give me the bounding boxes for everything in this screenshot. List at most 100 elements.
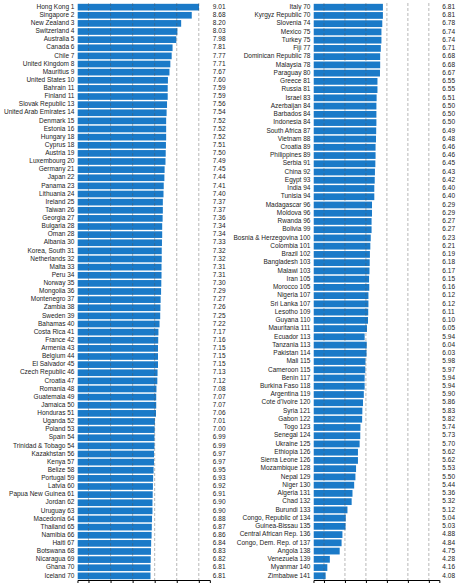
bar <box>77 361 158 368</box>
data-label: 6.74 <box>442 28 455 35</box>
category-label: Central African Rep. 136 <box>240 530 311 538</box>
data-label: 6.29 <box>442 209 455 216</box>
category-label: Sierra Leone 126 <box>261 456 311 463</box>
data-label: 6.50 <box>442 110 455 117</box>
data-label: 7.36 <box>213 214 226 221</box>
category-label: United Kingdom 8 <box>23 60 75 68</box>
data-label: 7.32 <box>213 247 226 254</box>
bar <box>77 394 156 401</box>
category-label: Bahamas 40 <box>38 320 75 327</box>
category-label: Nepal 129 <box>281 473 311 481</box>
category-label: Croatia 47 <box>44 377 74 384</box>
category-label: Thailand 65 <box>40 523 74 530</box>
category-label: United Arab Emirates 14 <box>4 108 75 115</box>
data-label: 7.15 <box>213 352 226 359</box>
category-label: Ghana 70 <box>46 563 75 570</box>
data-label: 6.12 <box>442 300 455 307</box>
data-label: 6.93 <box>213 474 226 481</box>
data-label: 7.81 <box>213 43 226 50</box>
bar <box>313 465 356 472</box>
tick <box>111 580 112 583</box>
axis-line <box>314 581 440 584</box>
category-label: Bangladesh 103 <box>263 258 310 266</box>
data-label: 7.13 <box>213 368 226 375</box>
data-label: 6.03 <box>442 349 455 356</box>
data-label: 7.59 <box>213 84 226 91</box>
category-label: Mauritius 9 <box>43 68 75 75</box>
data-label: 6.83 <box>213 547 226 554</box>
grid-line <box>323 3 324 580</box>
category-label: Senegal 124 <box>274 431 311 439</box>
data-label: 6.88 <box>213 515 226 522</box>
bar <box>77 434 154 441</box>
category-label: Chile 7 <box>54 52 75 59</box>
bar <box>77 183 163 190</box>
data-label: 6.40 <box>442 192 455 199</box>
data-label: 6.16 <box>442 283 455 290</box>
data-label: 7.16 <box>213 336 226 343</box>
tick-mark <box>366 580 367 583</box>
data-label: 6.92 <box>213 482 226 489</box>
data-label: 8.68 <box>213 11 226 18</box>
data-label: 7.34 <box>213 230 226 237</box>
category-label: Congo, Dem. Rep. of 137 <box>237 539 311 547</box>
data-label: 7.37 <box>213 206 226 213</box>
bar <box>77 44 172 51</box>
bar <box>77 142 165 149</box>
category-label: Austria 19 <box>45 149 75 156</box>
tick <box>177 580 178 583</box>
data-label: 7.44 <box>213 173 226 180</box>
category-label: Canada 6 <box>46 43 75 50</box>
bar <box>313 45 380 52</box>
category-label: Malawi 103 <box>278 267 311 274</box>
category-label: Belize 58 <box>48 466 75 473</box>
data-label: 6.84 <box>213 539 226 546</box>
category-label: Ecuador 113 <box>274 333 311 340</box>
bar <box>313 498 351 505</box>
category-label: Burkina Faso 118 <box>260 382 311 389</box>
bar <box>313 78 377 85</box>
data-label: 7.07 <box>213 393 226 400</box>
bar <box>77 459 154 466</box>
bar <box>77 272 161 279</box>
category-label: Ukraine 125 <box>275 440 310 447</box>
category-label: Sweden 39 <box>42 312 75 319</box>
category-label: Lithuania 24 <box>39 190 75 197</box>
data-label: 6.43 <box>442 168 455 175</box>
bar <box>77 304 160 311</box>
category-label: United States 10 <box>26 76 74 83</box>
bar <box>77 288 161 295</box>
bar <box>77 313 160 320</box>
category-label: Hungary 18 <box>41 133 75 141</box>
data-label: 6.04 <box>442 341 455 348</box>
category-label: Algeria 131 <box>278 489 311 497</box>
data-label: 6.18 <box>442 258 455 265</box>
data-label: 6.68 <box>442 61 455 68</box>
bar <box>77 418 154 425</box>
data-label: 4.84 <box>442 539 455 546</box>
bar <box>77 451 154 458</box>
bar <box>77 126 166 133</box>
bar <box>313 177 374 184</box>
tick-mark <box>387 580 388 583</box>
bar <box>77 239 162 246</box>
bar <box>313 251 369 258</box>
bar <box>313 366 365 373</box>
data-label: 7.25 <box>213 312 226 319</box>
bar <box>77 36 176 43</box>
category-label: Lesotho 109 <box>275 308 311 315</box>
data-label: 5.62 <box>442 456 455 463</box>
category-label: Honduras 51 <box>37 409 75 416</box>
data-label: 7.60 <box>213 76 226 83</box>
category-label: Papua New Guinea 61 <box>9 490 75 498</box>
category-label: Malaysia 78 <box>276 61 311 69</box>
category-label: Malta 33 <box>50 263 75 270</box>
tick <box>199 580 200 583</box>
tick-mark <box>88 580 89 583</box>
bar <box>313 358 365 365</box>
data-label: 7.06 <box>213 409 226 416</box>
bar <box>313 235 370 242</box>
bar <box>77 28 177 35</box>
data-label: 6.29 <box>442 201 455 208</box>
category-label: Greece 81 <box>280 77 311 84</box>
